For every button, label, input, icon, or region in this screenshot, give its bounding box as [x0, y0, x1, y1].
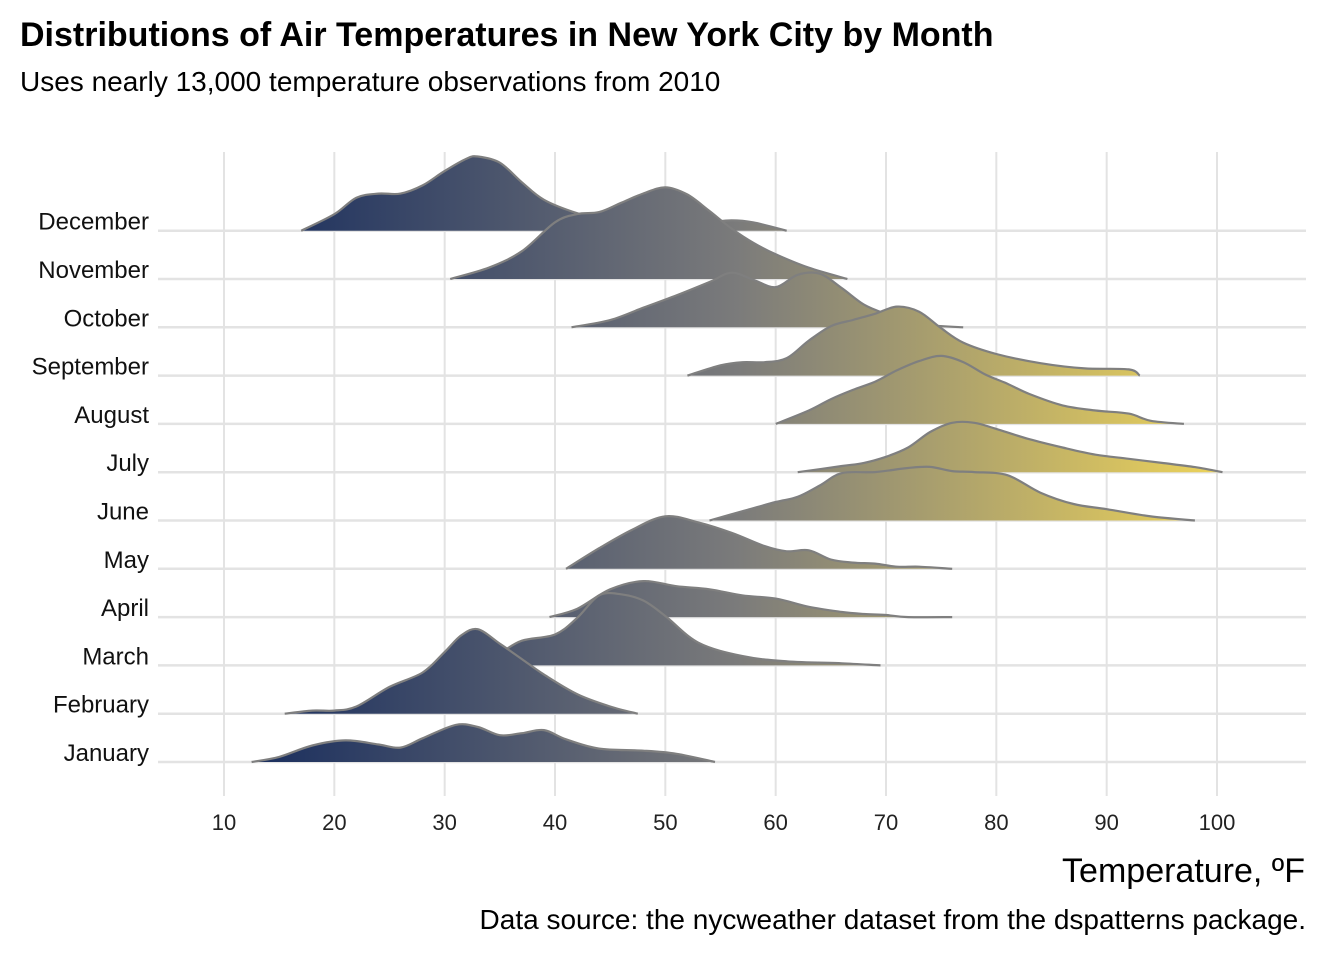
y-label-june: June	[97, 499, 149, 526]
ridge-fill-may	[566, 516, 953, 569]
y-label-march: March	[82, 643, 149, 670]
x-tick-label-20: 20	[322, 810, 346, 835]
x-tick-label-30: 30	[432, 810, 456, 835]
y-label-may: May	[104, 547, 149, 574]
ridge-outline-september	[687, 305, 1141, 377]
y-label-july: July	[106, 450, 149, 477]
ridge-layer	[251, 155, 1223, 764]
ridge-outline-july	[797, 420, 1223, 474]
ridge-outline-may	[565, 515, 953, 570]
ridge-outline-april	[549, 579, 953, 619]
y-label-october: October	[64, 305, 149, 332]
y-axis-labels: January February March April May June July Augu…	[32, 209, 150, 767]
ridge-outline-february	[284, 627, 639, 715]
ridge-outline-march	[471, 591, 881, 667]
y-label-september: September	[32, 354, 149, 381]
ridge-fill-july	[797, 421, 1223, 473]
y-label-december: December	[38, 209, 149, 236]
x-tick-label-50: 50	[653, 810, 677, 835]
ridge-outline-june	[709, 465, 1196, 522]
y-label-january: January	[64, 740, 149, 767]
y-label-november: November	[38, 257, 149, 284]
x-tick-label-40: 40	[543, 810, 567, 835]
x-axis-ticks: 10 20 30 40 50 60 70 80 90 100	[212, 810, 1236, 835]
x-axis-title: Temperature, ºF	[1062, 852, 1305, 890]
y-label-august: August	[74, 402, 149, 429]
ridge-fill-november	[450, 187, 848, 279]
x-tick-label-90: 90	[1094, 810, 1118, 835]
ridge-fill-january	[251, 724, 715, 762]
x-tick-label-80: 80	[984, 810, 1008, 835]
x-tick-label-60: 60	[763, 810, 787, 835]
ridge-fill-february	[284, 628, 638, 714]
chart-title: Distributions of Air Temperatures in New…	[20, 16, 994, 54]
x-tick-label-100: 100	[1199, 810, 1236, 835]
ridge-outline-january	[251, 723, 716, 764]
ridge-fill-september	[687, 306, 1140, 376]
chart-caption: Data source: the nycweather dataset from…	[479, 904, 1306, 935]
ridge-fill-march	[472, 593, 881, 666]
ridge-fill-august	[775, 355, 1184, 424]
y-label-april: April	[101, 595, 149, 622]
chart-subtitle: Uses nearly 13,000 temperature observati…	[20, 66, 721, 97]
x-tick-label-70: 70	[874, 810, 898, 835]
ridge-outline-august	[775, 354, 1184, 425]
x-tick-label-10: 10	[212, 810, 236, 835]
ridge-outline-november	[449, 186, 848, 281]
y-label-february: February	[53, 692, 149, 719]
ridge-fill-december	[301, 156, 787, 231]
ridge-fill-june	[709, 466, 1195, 521]
ridge-fill-october	[571, 272, 964, 328]
